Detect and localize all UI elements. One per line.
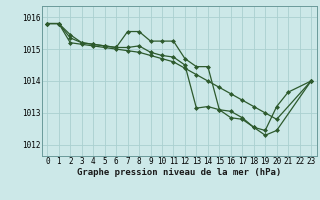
X-axis label: Graphe pression niveau de la mer (hPa): Graphe pression niveau de la mer (hPa) — [77, 168, 281, 177]
